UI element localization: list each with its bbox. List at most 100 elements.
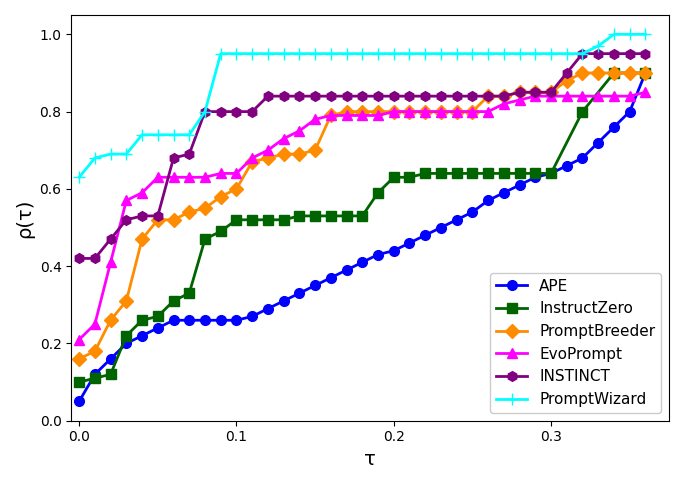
Legend: APE, InstructZero, PromptBreeder, EvoPrompt, INSTINCT, PromptWizard: APE, InstructZero, PromptBreeder, EvoPro…	[490, 272, 661, 413]
PromptBreeder	[563, 78, 571, 84]
INSTINCT	[484, 93, 492, 99]
PromptBreeder	[594, 70, 603, 76]
InstructZero	[421, 170, 430, 176]
EvoPrompt	[421, 109, 430, 115]
InstructZero	[248, 217, 256, 223]
PromptBreeder	[343, 109, 351, 115]
InstructZero	[579, 109, 587, 115]
Line: APE: APE	[75, 68, 650, 406]
APE	[469, 209, 477, 215]
APE	[91, 371, 99, 377]
PromptWizard	[233, 51, 241, 57]
APE	[201, 318, 209, 323]
InstructZero	[311, 213, 319, 219]
APE	[610, 124, 618, 130]
PromptBreeder	[610, 70, 618, 76]
EvoPrompt	[374, 113, 382, 119]
INSTINCT	[107, 236, 115, 242]
EvoPrompt	[358, 113, 367, 119]
PromptWizard	[453, 51, 461, 57]
APE	[374, 252, 382, 257]
EvoPrompt	[500, 101, 508, 107]
EvoPrompt	[531, 93, 540, 99]
PromptBreeder	[531, 90, 540, 95]
INSTINCT	[122, 217, 131, 223]
EvoPrompt	[610, 93, 618, 99]
APE	[327, 275, 335, 281]
APE	[248, 314, 256, 319]
EvoPrompt	[122, 197, 131, 203]
InstructZero	[437, 170, 445, 176]
PromptBreeder	[516, 90, 524, 95]
InstructZero	[185, 290, 194, 296]
PromptWizard	[311, 51, 319, 57]
INSTINCT	[453, 93, 461, 99]
EvoPrompt	[170, 174, 178, 180]
APE	[626, 109, 634, 115]
APE	[280, 298, 288, 304]
APE	[547, 170, 555, 176]
APE	[516, 182, 524, 188]
EvoPrompt	[264, 147, 272, 153]
PromptWizard	[358, 51, 367, 57]
PromptBreeder	[358, 109, 367, 115]
APE	[421, 232, 430, 238]
PromptBreeder	[437, 109, 445, 115]
APE	[154, 325, 162, 331]
PromptWizard	[484, 51, 492, 57]
InstructZero	[642, 70, 650, 76]
EvoPrompt	[233, 170, 241, 176]
INSTINCT	[531, 90, 540, 95]
APE	[642, 70, 650, 76]
InstructZero	[327, 213, 335, 219]
PromptWizard	[437, 51, 445, 57]
PromptWizard	[343, 51, 351, 57]
EvoPrompt	[437, 109, 445, 115]
InstructZero	[295, 213, 304, 219]
EvoPrompt	[343, 113, 351, 119]
INSTINCT	[264, 93, 272, 99]
InstructZero	[516, 170, 524, 176]
InstructZero	[406, 174, 414, 180]
PromptBreeder	[484, 93, 492, 99]
EvoPrompt	[594, 93, 603, 99]
PromptBreeder	[217, 194, 225, 199]
PromptWizard	[107, 151, 115, 157]
PromptBreeder	[138, 236, 146, 242]
InstructZero	[201, 236, 209, 242]
PromptBreeder	[233, 186, 241, 192]
APE	[233, 318, 241, 323]
EvoPrompt	[280, 136, 288, 141]
APE	[579, 155, 587, 161]
PromptBreeder	[390, 109, 398, 115]
INSTINCT	[626, 51, 634, 57]
EvoPrompt	[248, 155, 256, 161]
APE	[437, 225, 445, 230]
INSTINCT	[280, 93, 288, 99]
PromptWizard	[327, 51, 335, 57]
EvoPrompt	[579, 93, 587, 99]
PromptBreeder	[185, 209, 194, 215]
PromptBreeder	[374, 109, 382, 115]
PromptBreeder	[170, 217, 178, 223]
INSTINCT	[563, 70, 571, 76]
EvoPrompt	[295, 128, 304, 134]
PromptBreeder	[626, 70, 634, 76]
INSTINCT	[311, 93, 319, 99]
APE	[453, 217, 461, 223]
PromptWizard	[547, 51, 555, 57]
EvoPrompt	[107, 259, 115, 265]
INSTINCT	[579, 51, 587, 57]
INSTINCT	[201, 109, 209, 115]
INSTINCT	[610, 51, 618, 57]
EvoPrompt	[217, 170, 225, 176]
INSTINCT	[390, 93, 398, 99]
EvoPrompt	[311, 117, 319, 122]
INSTINCT	[343, 93, 351, 99]
PromptBreeder	[91, 348, 99, 354]
Line: PromptWizard: PromptWizard	[73, 28, 652, 183]
PromptWizard	[531, 51, 540, 57]
Line: EvoPrompt: EvoPrompt	[75, 88, 650, 345]
PromptWizard	[248, 51, 256, 57]
PromptWizard	[280, 51, 288, 57]
